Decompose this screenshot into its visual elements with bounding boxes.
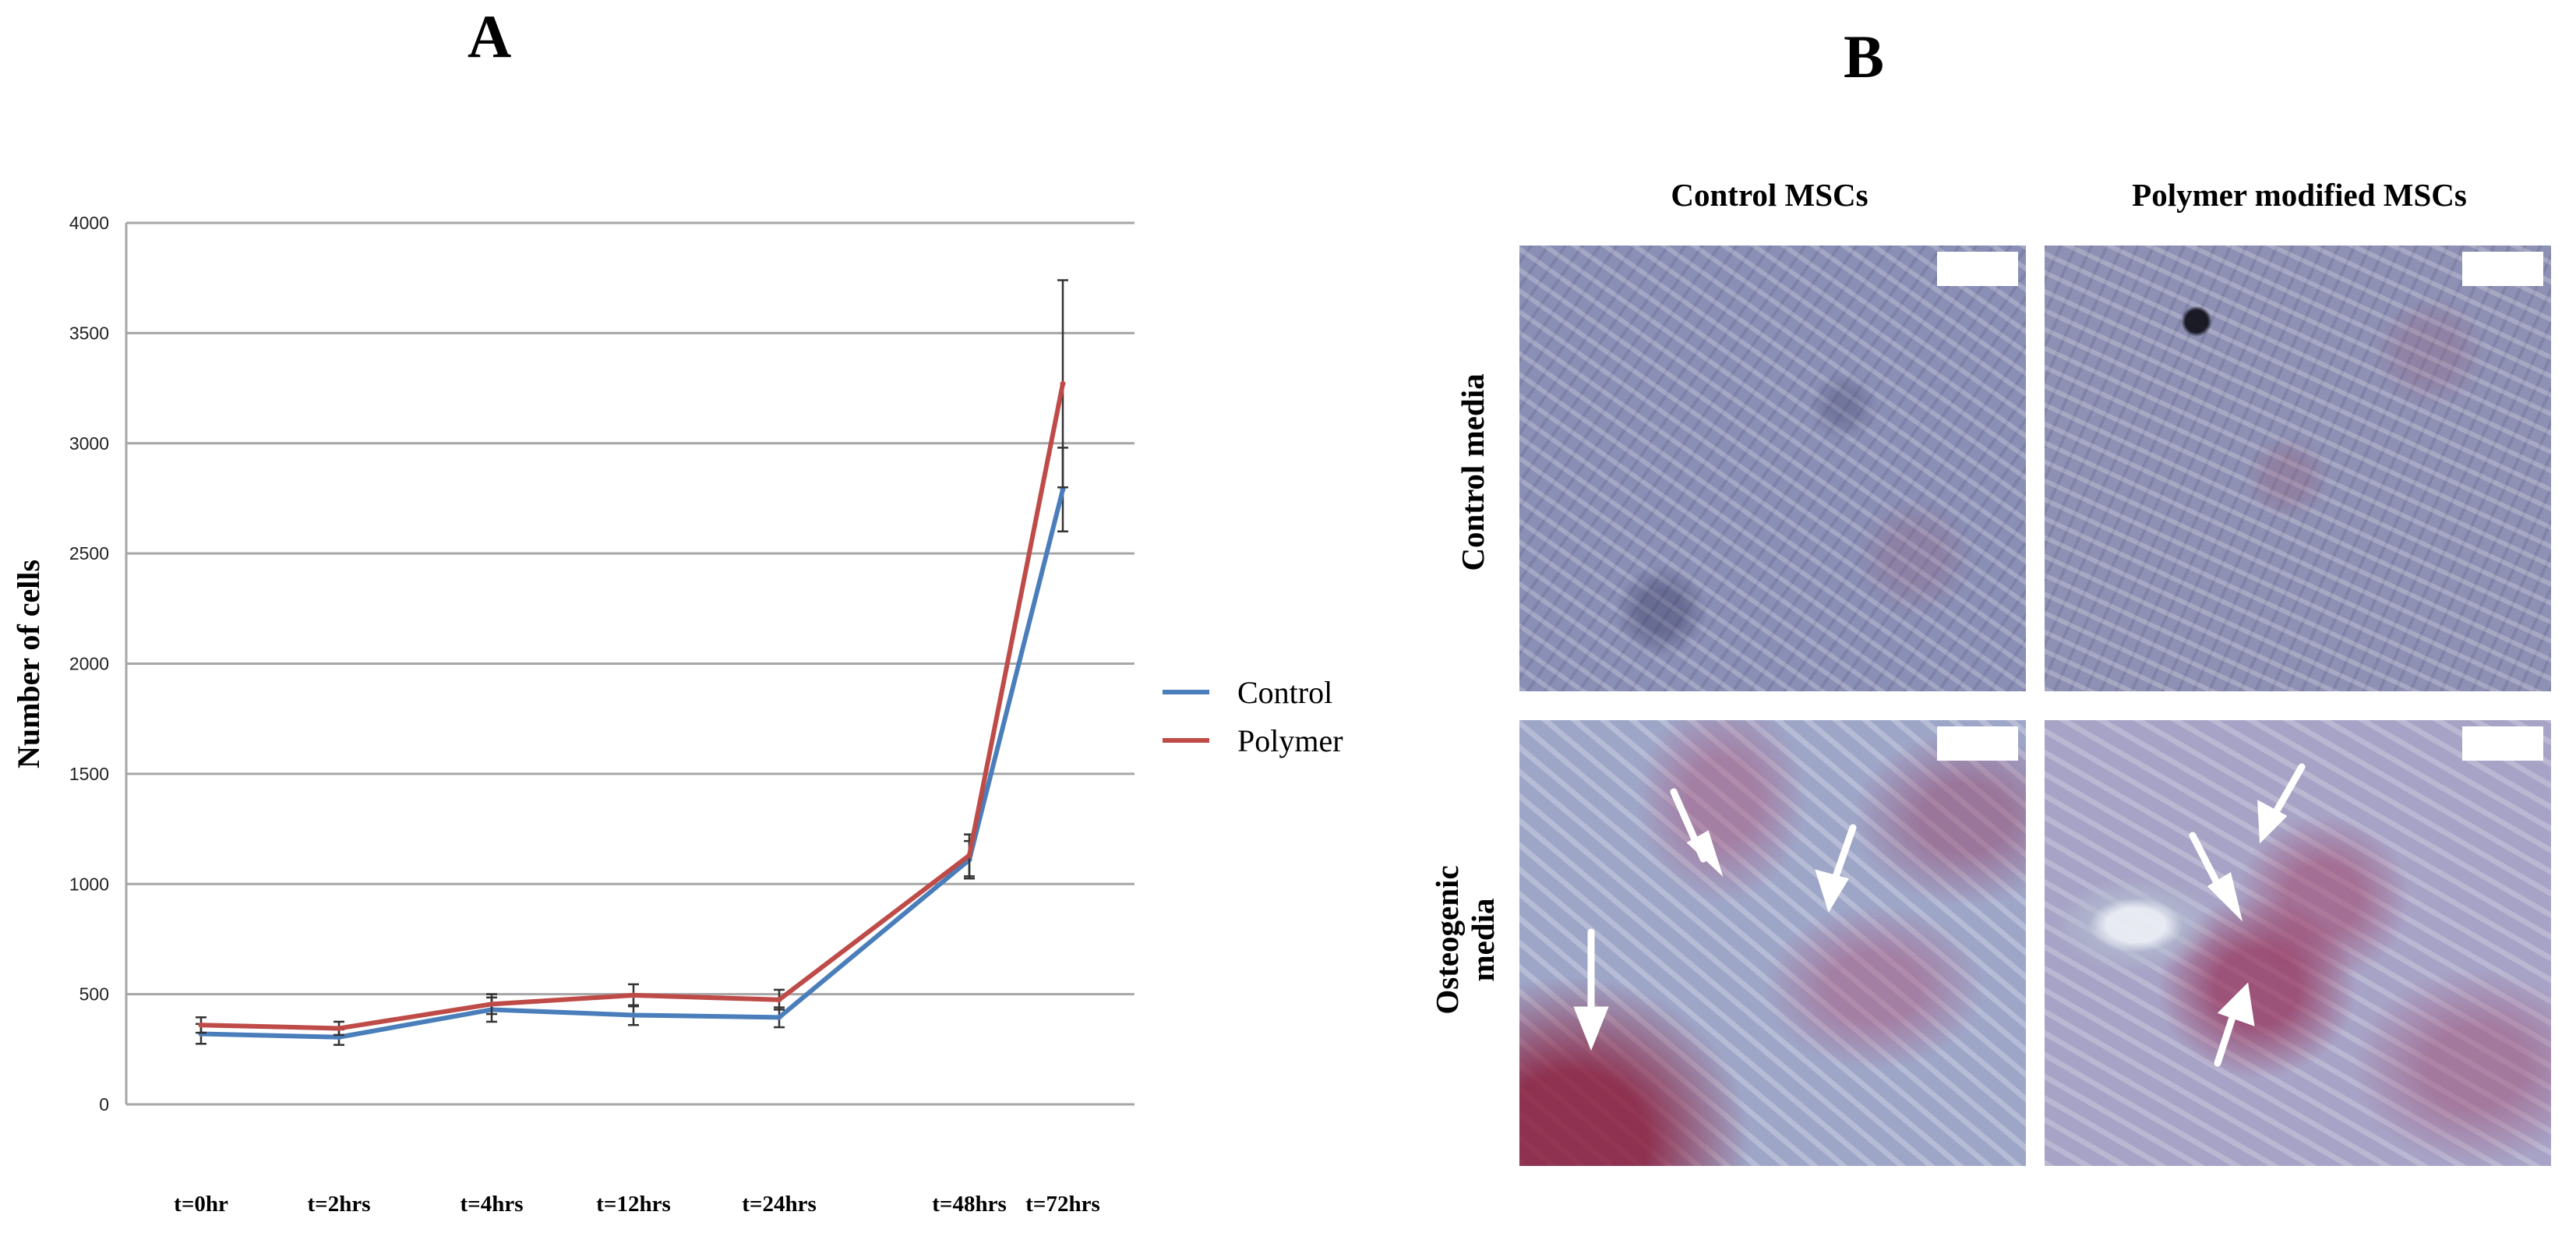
scale-bar: [2462, 726, 2543, 761]
series-control: [196, 447, 1068, 1046]
arrow-icon: [2207, 871, 2243, 922]
column-header-control-mscs: Control MSCs: [1671, 177, 1868, 213]
scale-bar: [2462, 252, 2543, 286]
data-point: [966, 852, 972, 858]
x-tick-label: t=12hrs: [596, 1192, 670, 1217]
scale-bar: [1937, 252, 2018, 286]
arrow-icon: [2257, 800, 2288, 844]
y-tick-label: 4000: [69, 213, 109, 233]
scale-bar: [1937, 726, 2018, 761]
x-tick-label: t=24hrs: [742, 1192, 816, 1217]
micrograph-control-mscs-osteogenic-media: [1519, 720, 2026, 1166]
data-point: [630, 1012, 637, 1018]
column-header-polymer-mscs: Polymer modified MSCs: [2132, 177, 2467, 213]
series-line-control: [200, 489, 1065, 1040]
data-point: [1060, 380, 1066, 387]
chart-legend: Control Polymer: [1163, 675, 1343, 758]
y-tick-label: 2500: [69, 543, 109, 563]
legend-label-control: Control: [1237, 675, 1332, 710]
arrow-icon: [2217, 982, 2255, 1026]
arrow-annotations: [1573, 788, 1857, 1051]
x-tick-label: t=4hrs: [461, 1192, 524, 1217]
micrograph-polymer-mscs-osteogenic-media: [2045, 720, 2551, 1166]
y-axis-ticks: 0 500 1000 1500 2000 2500 3000 3500 4000: [69, 213, 109, 1115]
arrow-annotations: [2189, 763, 2306, 1067]
x-tick-label: t=48hrs: [932, 1192, 1006, 1217]
x-axis-ticks: t=0hr t=2hrs t=4hrs t=12hrs t=24hrs t=48hrs t=…: [174, 1192, 1100, 1217]
data-point: [336, 1025, 342, 1031]
y-tick-label: 2000: [69, 654, 109, 674]
arrow-icon: [1815, 869, 1849, 913]
y-tick-label: 3500: [69, 323, 109, 343]
row-label-osteogenic-text-line1: Osteogenic: [1429, 865, 1465, 1015]
series-polymer: [196, 279, 1068, 1037]
series-line-polymer: [200, 383, 1065, 1031]
row-label-control-media: Control media: [1455, 373, 1491, 571]
arrow-icon: [1573, 1006, 1609, 1051]
chart-series: [196, 279, 1068, 1046]
y-axis-title: Number of cells: [11, 560, 46, 768]
panel-label-b: B: [1844, 23, 1885, 90]
y-tick-label: 3000: [69, 433, 109, 454]
data-point: [630, 992, 637, 998]
row-label-control-media-text: Control media: [1455, 373, 1491, 571]
chart-gridlines: [126, 221, 1134, 1106]
x-tick-label: t=2hrs: [308, 1192, 371, 1217]
y-tick-label: 1000: [69, 874, 109, 894]
legend-label-polymer: Polymer: [1237, 723, 1343, 758]
micrograph-control-mscs-control-media: [1519, 246, 2026, 691]
arrow-icon: [1686, 830, 1724, 877]
x-tick-label: t=0hr: [174, 1192, 228, 1217]
micrograph-polymer-mscs-control-media: [2045, 246, 2551, 691]
y-tick-label: 500: [79, 984, 109, 1005]
y-tick-label: 0: [99, 1094, 109, 1115]
data-point: [776, 997, 782, 1003]
row-label-osteogenic-text-line2: media: [1465, 898, 1501, 982]
row-label-osteogenic-media: Osteogenic media: [1429, 865, 1501, 1014]
y-tick-label: 1500: [69, 764, 109, 784]
data-point: [776, 1014, 782, 1020]
data-point: [198, 1022, 204, 1028]
data-point: [489, 1001, 495, 1007]
panel-label-a: A: [468, 2, 512, 70]
x-tick-label: t=72hrs: [1025, 1192, 1099, 1217]
